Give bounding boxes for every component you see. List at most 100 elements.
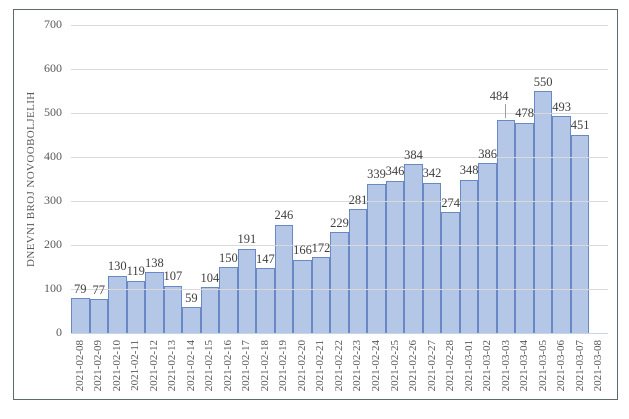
gridline xyxy=(71,113,608,114)
bar-slot: 229 xyxy=(330,25,349,333)
bar-slot: 339 xyxy=(367,25,386,333)
bar-slot: 130 xyxy=(108,25,127,333)
bar-slot: 550 xyxy=(534,25,553,333)
x-axis-tick-cell: 2021-03-06 xyxy=(552,340,571,406)
x-axis-tick-label: 2021-02-24 xyxy=(370,340,382,392)
bar xyxy=(496,120,516,333)
x-axis-tick-cell: 2021-02-09 xyxy=(90,340,109,406)
bar-slot: 59 xyxy=(182,25,201,333)
x-axis-tick-cell: 2021-02-12 xyxy=(145,340,164,406)
x-axis-tick-label: 2021-02-10 xyxy=(110,340,123,392)
x-axis-tick-label: 2021-02-27 xyxy=(425,340,438,392)
x-axis-tick-label: 2021-02-11 xyxy=(129,340,142,391)
data-label: 229 xyxy=(330,215,349,230)
bar xyxy=(404,164,423,333)
y-axis-tick-label: 700 xyxy=(44,17,62,32)
bar xyxy=(348,209,368,333)
bar-slot: 384 xyxy=(404,25,423,333)
bar xyxy=(533,91,553,333)
y-axis-tick-label: 0 xyxy=(56,325,62,340)
x-axis-tick-cell: 2021-02-24 xyxy=(367,340,386,406)
x-axis-tick-cell: 2021-02-17 xyxy=(238,340,257,406)
gridline xyxy=(71,69,608,70)
bar xyxy=(182,307,201,333)
bar xyxy=(256,268,275,333)
bar xyxy=(422,182,442,333)
gridline xyxy=(71,201,608,202)
x-axis-tick-label: 2021-02-28 xyxy=(444,340,457,392)
bar-slot: 166 xyxy=(293,25,312,333)
bar xyxy=(311,257,331,333)
x-axis-tick-cell: 2021-02-25 xyxy=(386,340,405,406)
bar-slot: 107 xyxy=(163,25,183,333)
bar xyxy=(478,163,497,333)
bar xyxy=(219,267,238,333)
bar-slot: 119 xyxy=(126,25,146,333)
x-axis-tick-cell: 2021-02-22 xyxy=(330,340,349,406)
bar xyxy=(163,285,183,333)
x-axis-tick-label: 2021-02-15 xyxy=(203,340,216,392)
bar xyxy=(126,280,146,333)
x-axis-tick-cell: 2021-02-11 xyxy=(127,340,146,406)
x-axis-tick-label: 2021-02-16 xyxy=(221,340,234,392)
data-label: 147 xyxy=(256,251,275,266)
data-label: 59 xyxy=(185,290,198,305)
y-axis-tick-label: 600 xyxy=(44,61,62,76)
bar xyxy=(330,232,349,333)
x-axis-tick-cell: 2021-03-03 xyxy=(497,340,516,406)
data-label: 166 xyxy=(293,243,312,258)
x-axis-tick-cell: 2021-02-18 xyxy=(256,340,275,406)
y-axis-tick-label: 300 xyxy=(44,193,62,208)
x-axis-tick-cell: 2021-02-13 xyxy=(164,340,183,406)
bar xyxy=(367,183,386,333)
bar xyxy=(145,272,164,333)
data-label: 339 xyxy=(367,167,386,182)
data-label: 484 xyxy=(489,88,509,103)
label-leader-line xyxy=(504,104,506,119)
bar xyxy=(200,287,220,333)
data-label: 478 xyxy=(515,106,534,121)
x-axis-tick-label: 2021-02-26 xyxy=(407,340,420,392)
x-axis-tick-cell: 2021-02-26 xyxy=(404,340,423,406)
x-axis-tick-label: 2021-03-01 xyxy=(462,340,475,392)
bar-slot: 172 xyxy=(311,25,331,333)
bar xyxy=(108,275,127,333)
x-axis-tick-cell: 2021-02-15 xyxy=(201,340,220,406)
bar-slot: 493 xyxy=(552,25,571,333)
x-axis-tick-cell: 2021-02-27 xyxy=(423,340,442,406)
gridline xyxy=(71,157,608,158)
bar-slot: 77 xyxy=(89,25,109,333)
data-label: 493 xyxy=(552,99,572,114)
bar-slot: 274 xyxy=(441,25,460,333)
x-axis-tick-label: 2021-02-17 xyxy=(240,340,253,392)
x-axis-tick-label: 2021-02-12 xyxy=(147,340,160,392)
bar xyxy=(293,259,312,333)
x-axis-tick-label: 2021-02-14 xyxy=(184,340,197,392)
y-axis-tick-label: 100 xyxy=(44,281,62,296)
chart-frame: DNEVNI BROJ NOVOOBOLJELIH 79 77 130 119 138 1… xyxy=(13,9,618,400)
data-label: 79 xyxy=(74,281,87,296)
gridline xyxy=(71,289,608,290)
x-axis-tick-cell: 2021-03-07 xyxy=(571,340,590,406)
bar-slot: 386 xyxy=(478,25,497,333)
data-label: 451 xyxy=(570,118,590,133)
bar-slot: 104 xyxy=(200,25,220,333)
bar-slot: 191 xyxy=(238,25,256,333)
data-label: 104 xyxy=(200,270,220,285)
x-axis-tick-cell: 2021-03-05 xyxy=(534,340,553,406)
bar xyxy=(570,134,590,333)
bar-slot xyxy=(589,25,608,333)
x-axis-tick-cell: 2021-02-16 xyxy=(219,340,238,406)
x-axis-tick-label: 2021-03-08 xyxy=(592,340,605,392)
bar-slot: 150 xyxy=(219,25,238,333)
bar-slot: 478 xyxy=(515,25,534,333)
x-axis-tick-label: 2021-02-22 xyxy=(332,340,345,392)
data-label: 172 xyxy=(311,240,331,255)
bar xyxy=(441,212,460,333)
y-axis-tick-label: 500 xyxy=(44,105,62,120)
x-axis-tick-label: 2021-03-07 xyxy=(573,340,586,392)
y-axis-tick-label: 400 xyxy=(44,149,62,164)
gridline xyxy=(71,25,608,26)
bar xyxy=(459,179,479,333)
